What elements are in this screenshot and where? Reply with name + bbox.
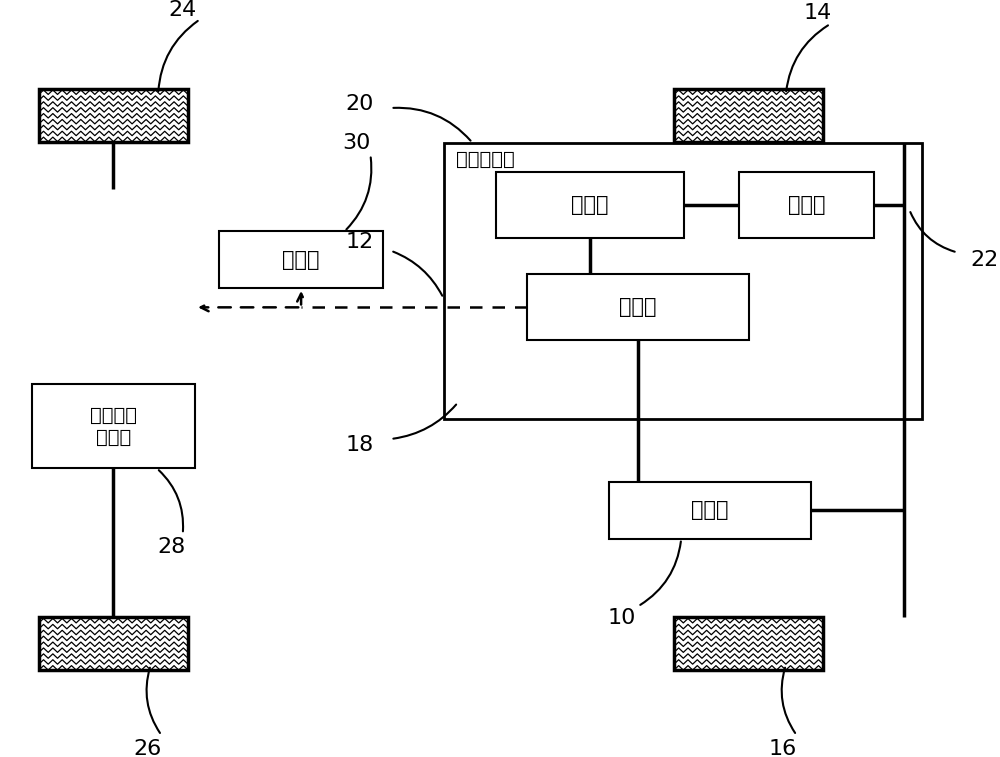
- Text: 12: 12: [346, 232, 374, 251]
- Bar: [39, 89, 188, 142]
- Bar: [39, 89, 188, 142]
- Bar: [39, 617, 188, 671]
- Text: 26: 26: [133, 739, 161, 757]
- Bar: [674, 89, 823, 142]
- Text: 24: 24: [169, 0, 197, 20]
- Text: 28: 28: [157, 537, 185, 557]
- Text: 变矩器: 变矩器: [619, 298, 657, 317]
- Bar: [32, 384, 195, 469]
- Bar: [39, 617, 188, 671]
- Text: 差速器: 差速器: [788, 195, 825, 215]
- Text: 14: 14: [804, 3, 832, 23]
- Bar: [496, 172, 684, 238]
- Text: 变速筱: 变速筱: [571, 195, 609, 215]
- Bar: [609, 482, 811, 539]
- Bar: [219, 232, 383, 288]
- Bar: [674, 617, 823, 671]
- Bar: [527, 275, 749, 340]
- Text: 控制器: 控制器: [282, 250, 320, 269]
- Text: 18: 18: [346, 435, 374, 454]
- Text: 22: 22: [970, 250, 998, 269]
- Bar: [674, 89, 823, 142]
- Text: 16: 16: [768, 739, 796, 757]
- Bar: [674, 617, 823, 671]
- Bar: [739, 172, 874, 238]
- Text: 发动机: 发动机: [691, 500, 729, 520]
- Text: 10: 10: [607, 608, 636, 628]
- Text: 30: 30: [343, 132, 371, 153]
- Text: 20: 20: [346, 95, 374, 114]
- Text: 变速驱动桥: 变速驱动桥: [456, 150, 515, 169]
- Text: 电子驻车
制动器: 电子驻车 制动器: [90, 406, 137, 447]
- Bar: [444, 143, 922, 419]
